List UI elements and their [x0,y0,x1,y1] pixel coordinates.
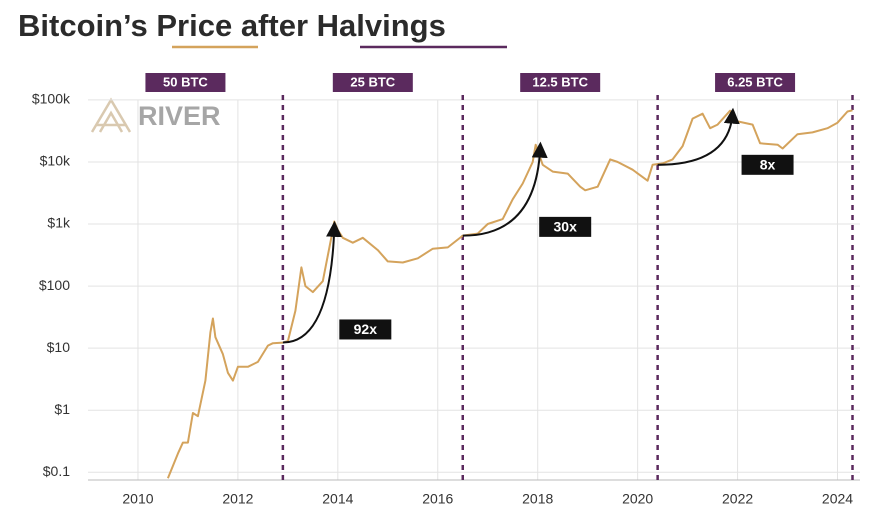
annotation-box [741,154,794,175]
halving-label: 25 BTC [350,74,395,89]
x-tick-label: 2022 [722,491,753,507]
x-tick-label: 2014 [322,491,353,507]
y-tick-label: $1k [47,215,71,231]
halving-label-box [332,73,413,92]
y-tick-label: $1 [54,401,70,417]
annotation-arrow [462,141,548,237]
annotation-box [339,319,392,340]
annotation-text: 8x [760,157,776,173]
halving-label-box [520,73,601,92]
annotation-text: 30x [554,219,578,235]
annotation-arrow [282,220,342,344]
halving-label: 12.5 BTC [532,74,588,89]
annotation-arrow [657,107,740,166]
halving-label-box [715,73,796,92]
halving-label: 50 BTC [163,74,208,89]
x-tick-label: 2024 [822,491,853,507]
y-tick-label: $10k [40,153,71,169]
logo-text: RIVER [138,101,221,131]
x-tick-label: 2012 [222,491,253,507]
y-tick-label: $0.1 [43,463,70,479]
y-tick-label: $100k [32,91,71,107]
x-tick-label: 2016 [422,491,453,507]
halving-label-box [145,73,226,92]
x-tick-label: 2018 [522,491,553,507]
halving-label: 6.25 BTC [727,74,783,89]
x-tick-label: 2020 [622,491,653,507]
chart-title: Bitcoin’s Price after Halvings [18,8,446,43]
annotation-box [539,216,592,237]
logo: RIVER [90,97,221,133]
annotation-text: 92x [354,321,378,337]
y-tick-label: $100 [39,277,70,293]
x-tick-label: 2010 [122,491,153,507]
y-tick-label: $10 [47,339,71,355]
